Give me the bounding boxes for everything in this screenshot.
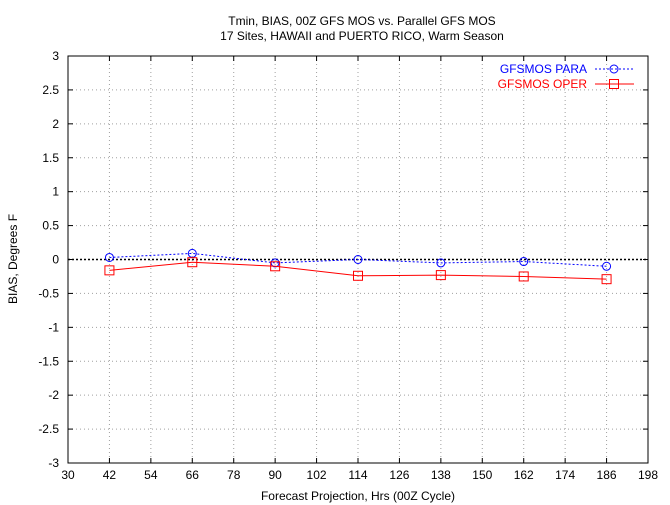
series-line bbox=[109, 252, 607, 267]
y-tick-label: 1.5 bbox=[42, 151, 59, 165]
legend-marker-square bbox=[609, 79, 619, 89]
data-point-circle bbox=[436, 258, 446, 268]
series-line bbox=[109, 261, 607, 280]
data-point-square bbox=[104, 265, 115, 276]
y-tick-label: 0 bbox=[52, 253, 59, 267]
y-tick-label: 3 bbox=[52, 49, 59, 63]
x-tick-label: 78 bbox=[227, 468, 241, 482]
x-tick-label: 198 bbox=[638, 468, 658, 482]
y-tick-label: -3 bbox=[48, 456, 59, 470]
data-point-circle bbox=[519, 257, 529, 267]
series bbox=[104, 248, 612, 285]
y-tick-label: 2 bbox=[52, 117, 59, 131]
data-point-square bbox=[518, 271, 529, 282]
legend-label: GFSMOS PARA bbox=[500, 62, 587, 76]
x-tick-label: 174 bbox=[555, 468, 575, 482]
x-tick-label: 114 bbox=[348, 468, 367, 482]
y-tick-label: -2.5 bbox=[38, 422, 59, 436]
x-tick-label: 126 bbox=[389, 468, 409, 482]
y-tick-label: 1 bbox=[52, 185, 59, 199]
x-tick-label: 186 bbox=[597, 468, 617, 482]
y-tick-label: -0.5 bbox=[38, 286, 59, 300]
legend-marker-circle bbox=[609, 64, 619, 74]
x-tick-label: 30 bbox=[61, 468, 75, 482]
y-axis-label: BIAS, Degrees F bbox=[6, 214, 20, 304]
legend-entry-para: GFSMOS PARA bbox=[500, 62, 634, 76]
data-point-square bbox=[601, 274, 612, 285]
data-point-square bbox=[435, 270, 446, 281]
x-tick-label: 150 bbox=[472, 468, 492, 482]
y-tick-label: -1 bbox=[48, 320, 59, 334]
x-tick-label: 90 bbox=[268, 468, 282, 482]
legend: GFSMOS PARA GFSMOS OPER bbox=[498, 62, 634, 91]
data-point-circle bbox=[353, 255, 363, 264]
legend-label: GFSMOS OPER bbox=[498, 77, 588, 91]
x-tick-label: 138 bbox=[431, 468, 451, 482]
data-point-circle bbox=[104, 252, 114, 262]
chart-subtitle: 17 Sites, HAWAII and PUERTO RICO, Warm S… bbox=[220, 29, 504, 43]
y-tick-label: 0.5 bbox=[42, 219, 59, 233]
data-point-circle bbox=[602, 261, 612, 271]
chart-title: Tmin, BIAS, 00Z GFS MOS vs. Parallel GFS… bbox=[228, 14, 495, 28]
data-point-square bbox=[353, 270, 363, 281]
x-tick-label: 66 bbox=[186, 468, 200, 482]
y-tick-label: -2 bbox=[48, 388, 59, 402]
legend-entry-oper: GFSMOS OPER bbox=[498, 77, 634, 91]
series-oper bbox=[104, 257, 612, 285]
x-tick-label: 54 bbox=[144, 468, 158, 482]
axis-ticks: 30 42 54 66 78 90 102 114 126 138 150 162 174 186 198-… bbox=[38, 49, 658, 482]
y-tick-label: -1.5 bbox=[38, 354, 59, 368]
x-tick-label: 162 bbox=[514, 468, 534, 482]
x-tick-label: 102 bbox=[307, 468, 327, 482]
data-point-square bbox=[187, 257, 198, 268]
data-point-square bbox=[270, 261, 281, 272]
x-axis-label: Forecast Projection, Hrs (00Z Cycle) bbox=[261, 489, 455, 503]
y-tick-label: 2.5 bbox=[42, 83, 59, 97]
x-tick-label: 42 bbox=[103, 468, 117, 482]
